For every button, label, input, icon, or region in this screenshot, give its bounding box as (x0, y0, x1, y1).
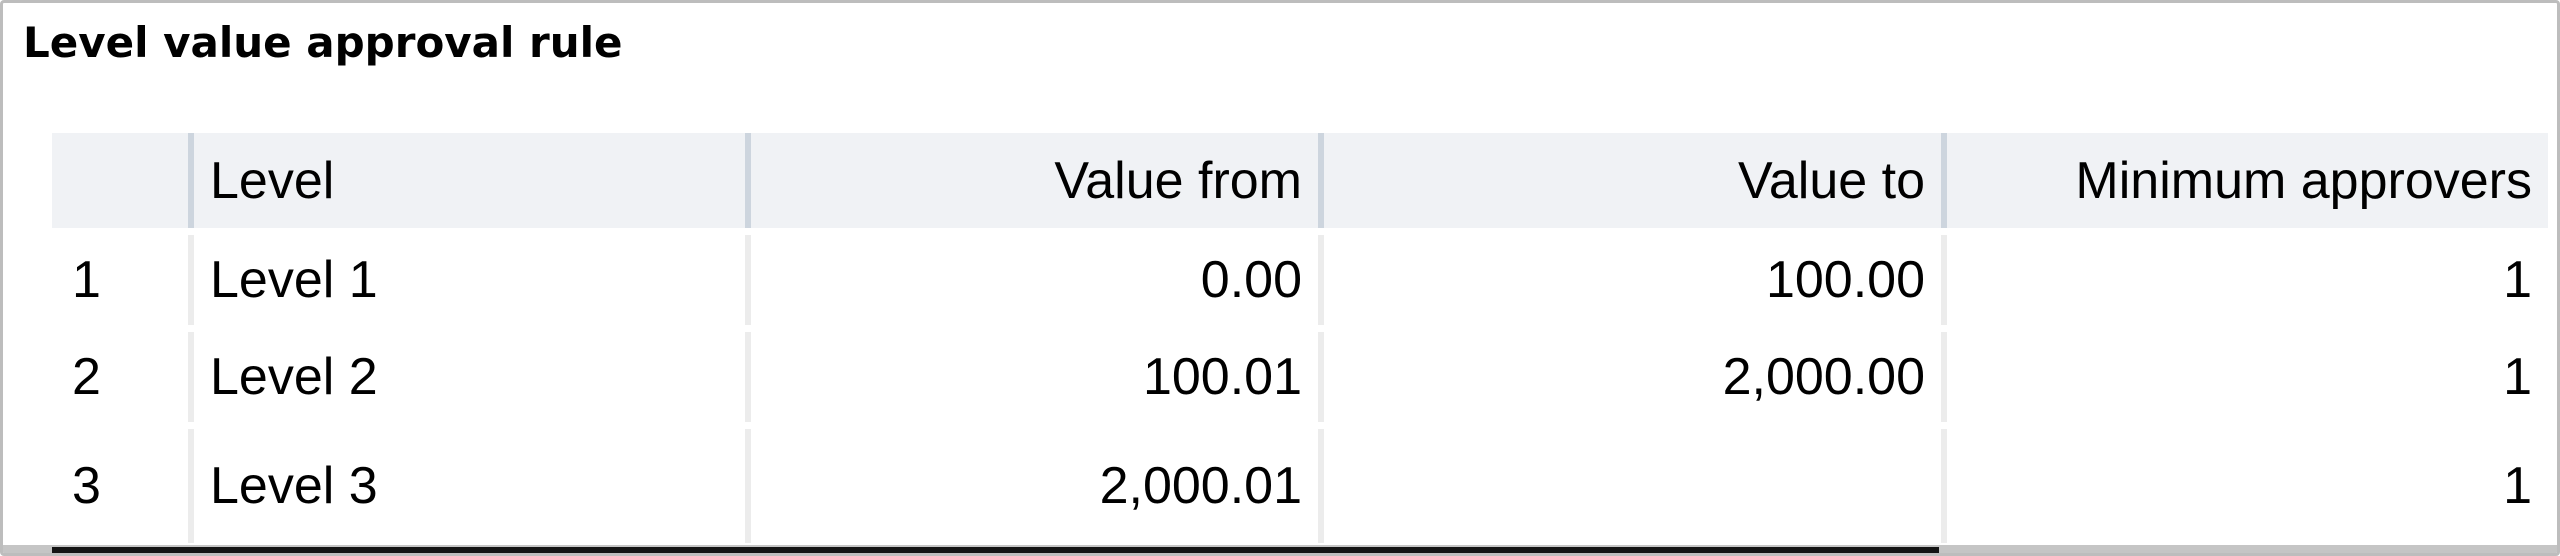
value-to-cell[interactable]: 2,000.00 (1324, 332, 1941, 422)
min-approvers-cell[interactable]: 1 (1947, 429, 2548, 543)
header-value-from[interactable]: Value from (751, 133, 1318, 228)
value-from-cell[interactable]: 100.01 (751, 332, 1318, 422)
value-to-cell[interactable]: 100.00 (1324, 235, 1941, 325)
header-minimum-approvers[interactable]: Minimum approvers (1947, 133, 2548, 228)
value-from-cell[interactable]: 2,000.01 (751, 429, 1318, 543)
row-number-cell[interactable]: 2 (52, 332, 188, 422)
value-to-cell[interactable] (1324, 429, 1941, 543)
level-cell[interactable]: Level 1 (194, 235, 745, 325)
horizontal-scrollbar-thumb[interactable] (52, 547, 1939, 553)
min-approvers-cell[interactable]: 1 (1947, 332, 2548, 422)
header-level[interactable]: Level (194, 133, 745, 228)
row-number-cell[interactable]: 3 (52, 429, 188, 543)
value-from-cell[interactable]: 0.00 (751, 235, 1318, 325)
page-title: Level value approval rule (23, 18, 623, 67)
table-row[interactable]: 1 Level 1 0.00 100.00 1 (52, 235, 2548, 325)
level-cell[interactable]: Level 2 (194, 332, 745, 422)
row-number-cell[interactable]: 1 (52, 235, 188, 325)
table-row[interactable]: 3 Level 3 2,000.01 1 (52, 429, 2548, 543)
header-value-to[interactable]: Value to (1324, 133, 1941, 228)
level-cell[interactable]: Level 3 (194, 429, 745, 543)
table-row[interactable]: 2 Level 2 100.01 2,000.00 1 (52, 332, 2548, 422)
min-approvers-cell[interactable]: 1 (1947, 235, 2548, 325)
header-row-number (52, 133, 188, 228)
approval-rules-table: Level Value from Value to Minimum approv… (52, 133, 2548, 543)
table-header-row: Level Value from Value to Minimum approv… (52, 133, 2548, 228)
